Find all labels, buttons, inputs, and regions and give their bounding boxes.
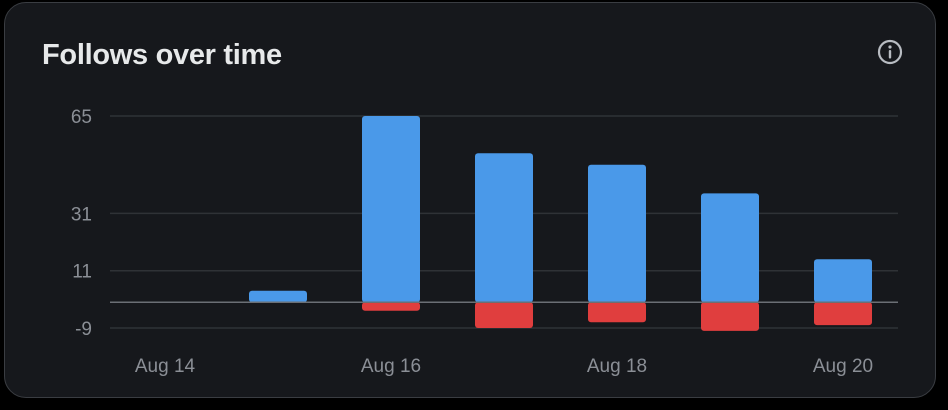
follows-bar[interactable] (249, 290, 307, 303)
unfollows-bar[interactable] (362, 302, 420, 311)
unfollows-bar[interactable] (814, 302, 872, 326)
follows-bar[interactable] (701, 193, 759, 303)
x-tick-label: Aug 16 (361, 356, 421, 377)
y-tick-label: -9 (75, 319, 92, 340)
x-tick-label: Aug 14 (135, 356, 196, 377)
unfollows-bar[interactable] (475, 302, 533, 328)
unfollows-bar[interactable] (588, 302, 646, 323)
card-title: Follows over time (42, 39, 282, 71)
bars (249, 116, 872, 331)
follows-card: Follows over time (4, 2, 936, 398)
x-tick-label: Aug 20 (813, 356, 873, 377)
y-axis-ticks: 65 31 11 -9 (71, 107, 92, 340)
y-tick-label: 31 (71, 204, 92, 225)
unfollows-bar[interactable] (701, 302, 759, 331)
y-tick-label: 11 (72, 262, 92, 283)
follows-bar[interactable] (588, 164, 646, 303)
follows-bar[interactable] (475, 153, 533, 303)
follows-bar[interactable] (362, 116, 420, 303)
info-icon[interactable] (877, 39, 903, 65)
follows-bar[interactable] (814, 259, 872, 303)
y-tick-label: 65 (71, 107, 92, 128)
x-tick-label: Aug 18 (587, 356, 647, 377)
x-axis-ticks: Aug 14 Aug 16 Aug 18 Aug 20 (135, 356, 873, 377)
